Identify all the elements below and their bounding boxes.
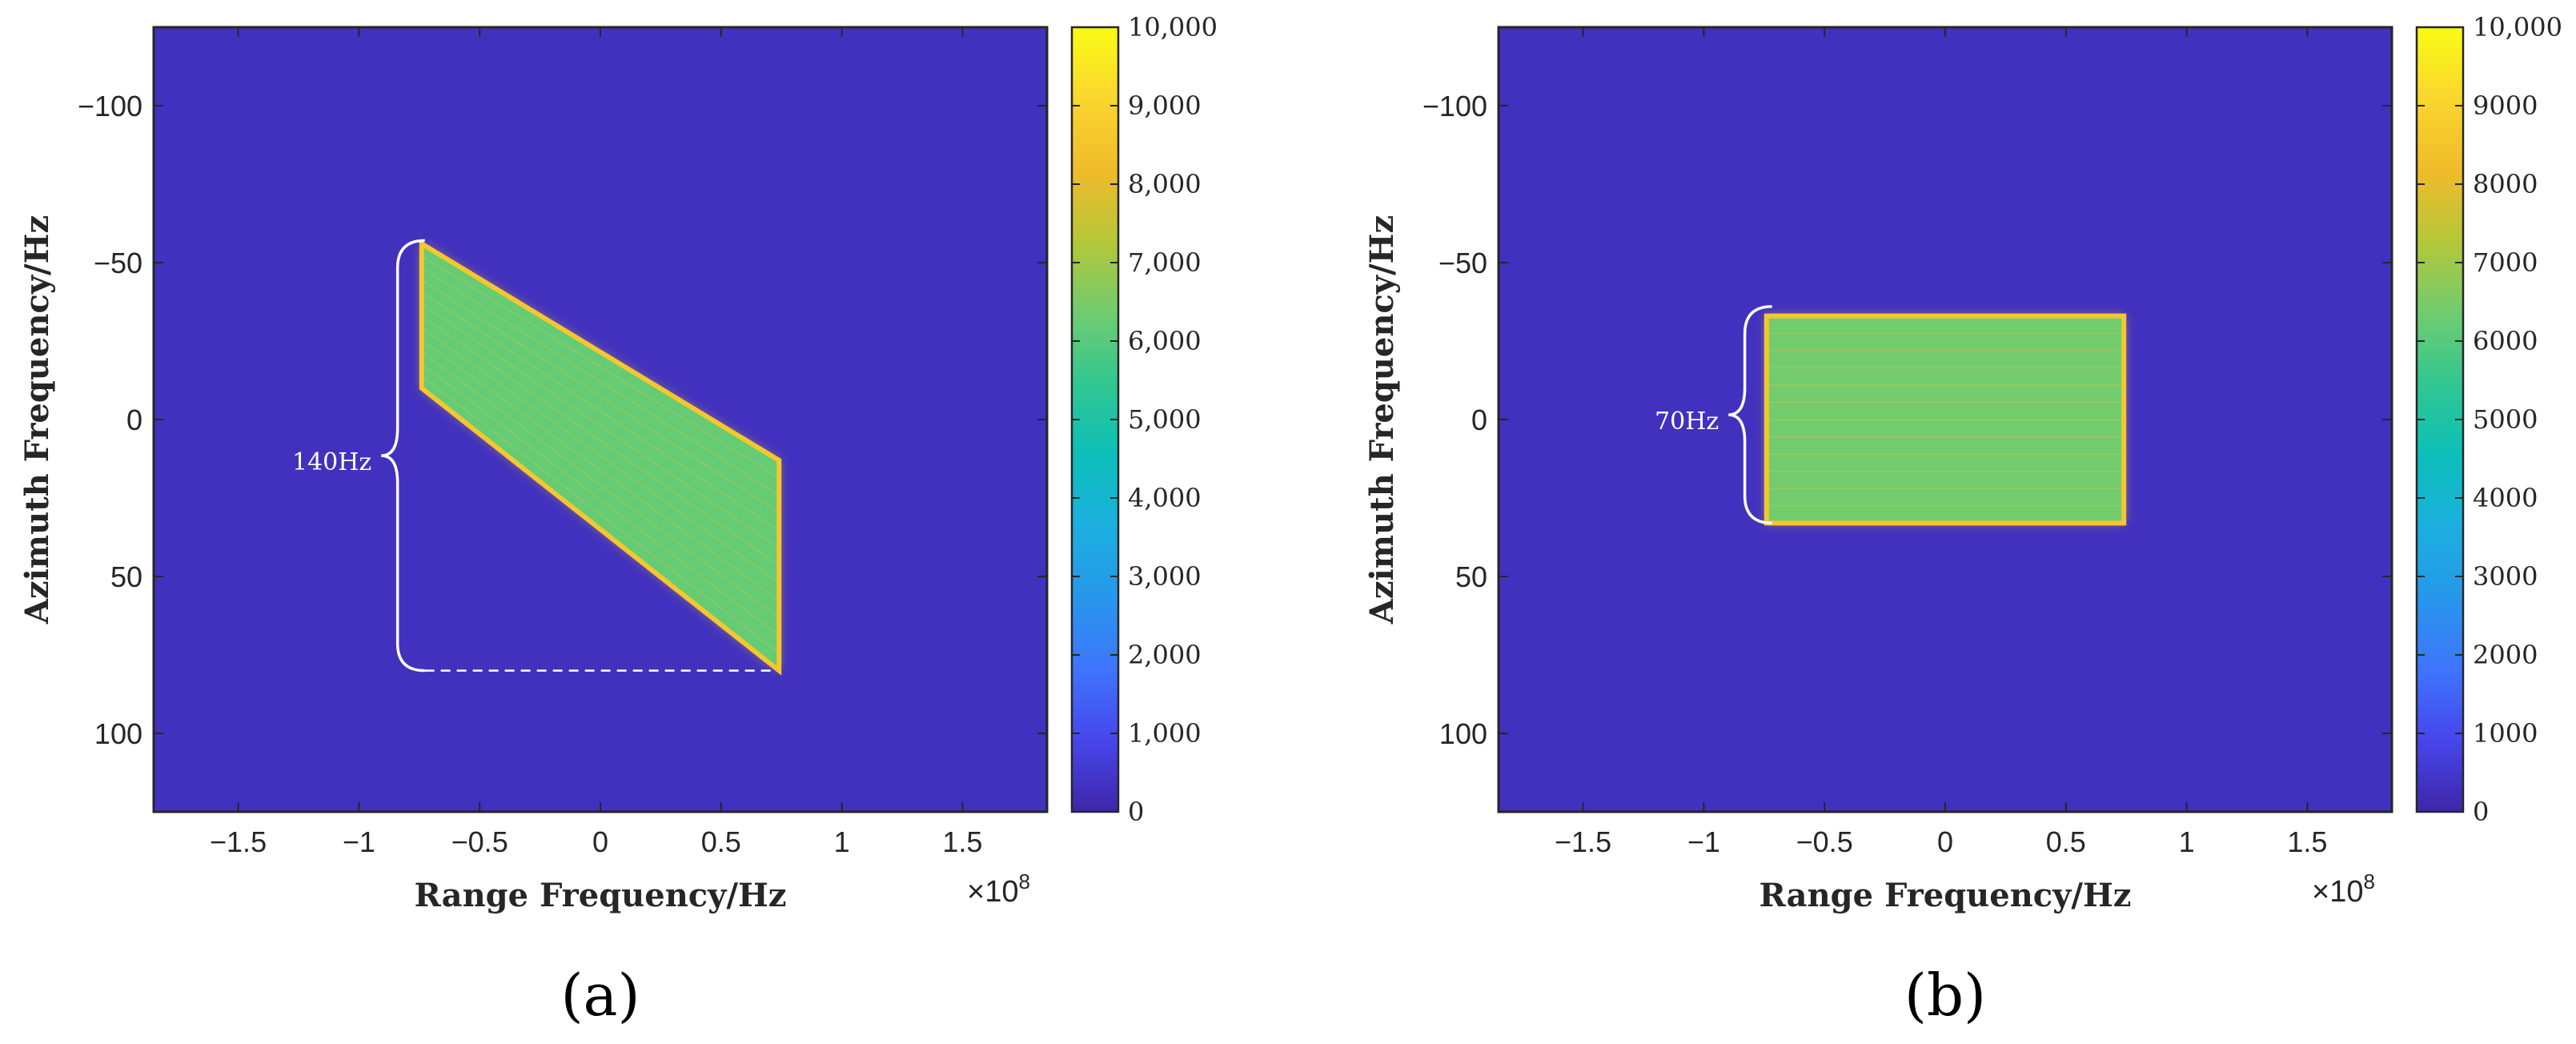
x-tick-label: 1 xyxy=(2179,825,2195,858)
region-striation xyxy=(421,279,780,514)
colorbar-tick-label: 4000 xyxy=(2473,483,2538,513)
region-fill xyxy=(419,239,782,676)
x-tick-label: −1.5 xyxy=(210,825,267,858)
plot-a-x-multiplier-base: ×10 xyxy=(967,875,1018,909)
colorbar-tick-label: 5000 xyxy=(2473,404,2538,435)
colorbar-tick-label: 2000 xyxy=(2473,640,2538,670)
region-striation xyxy=(421,327,780,584)
plot-b-x-axis-label: Range Frequency/Hz xyxy=(1759,877,2131,914)
plot-a-y-axis-label: Azimuth Frequency/Hz xyxy=(18,215,56,624)
colorbar-tick-label: 0 xyxy=(2473,797,2489,827)
x-tick-label: 1.5 xyxy=(942,825,982,858)
colorbar-tick-label: 10,000 xyxy=(2473,12,2562,42)
y-tick-label: 0 xyxy=(126,404,142,436)
plot-b-x-multiplier-exp: 8 xyxy=(2363,869,2374,893)
panel-b-label: (b) xyxy=(1904,962,1986,1029)
colorbar-tick-label: 5,000 xyxy=(1128,404,1202,435)
colorbar-tick-label: 6,000 xyxy=(1128,326,1202,356)
plot-b-annotation-label: 70Hz xyxy=(1655,408,1719,436)
region-striation xyxy=(421,339,780,601)
colorbar-a-ticks: 0 1,000 2,000 3,000 4,000 5,000 6,000 7,000 8,00… xyxy=(1072,12,1218,827)
plot-b-x-multiplier-base: ×10 xyxy=(2312,875,2363,909)
x-tick-label: −0.5 xyxy=(1796,825,1853,858)
x-tick-label: −1 xyxy=(1687,825,1720,858)
colorbar-tick-label: 9000 xyxy=(2473,90,2538,121)
x-tick-label: 0 xyxy=(1937,825,1953,858)
x-tick-label: −0.5 xyxy=(451,825,508,858)
plot-b-x-ticks: −1.5 −1 −0.5 0 0.5 1 1.5 xyxy=(1555,27,2327,858)
colorbar-tick-label: 7,000 xyxy=(1128,247,1202,278)
x-tick-label: 0.5 xyxy=(701,825,741,858)
colorbar-b-ticks: 0 1000 2000 3000 4000 5000 6000 7000 8000 9000 10,… xyxy=(2417,12,2562,827)
colorbar-tick-label: 8,000 xyxy=(1128,169,1202,199)
colorbar-tick-label: 0 xyxy=(1128,797,1144,827)
region-fill xyxy=(1763,313,2127,526)
region-striation xyxy=(421,363,780,636)
plot-b-y-axis-label: Azimuth Frequency/Hz xyxy=(1363,215,1401,624)
y-tick-label: 50 xyxy=(1455,560,1487,593)
x-tick-label: −1.5 xyxy=(1555,825,1611,858)
panel-b: −1.5 −1 −0.5 0 0.5 1 1.5 −100 −50 0 50 100 Range F… xyxy=(1363,12,2562,1029)
plot-a-x-multiplier-exp: 8 xyxy=(1018,869,1029,893)
colorbar-tick-label: 10,000 xyxy=(1128,12,1218,42)
plot-a-x-multiplier: ×108 xyxy=(967,869,1030,909)
region-striation xyxy=(421,267,780,496)
colorbar-tick-label: 7000 xyxy=(2473,247,2538,278)
colorbar-tick-label: 6000 xyxy=(2473,326,2538,356)
x-tick-label: 1.5 xyxy=(2287,825,2327,858)
colorbar-tick-label: 2,000 xyxy=(1128,640,1202,670)
colorbar-tick-label: 1000 xyxy=(2473,718,2538,749)
colorbar-tick-label: 9,000 xyxy=(1128,90,1202,121)
plot-a-x-ticks: −1.5 −1 −0.5 0 0.5 1 1.5 xyxy=(210,27,982,858)
y-tick-label: 100 xyxy=(1439,717,1487,750)
plot-a-y-ticks: −100 −50 0 50 100 xyxy=(78,90,1047,750)
region-striation xyxy=(421,375,780,654)
y-tick-label: −50 xyxy=(94,247,142,279)
plot-a-annotation-label: 140Hz xyxy=(292,448,371,476)
y-tick-label: 50 xyxy=(110,560,142,593)
colorbar-tick-label: 3,000 xyxy=(1128,561,1202,592)
panel-a-label: (a) xyxy=(560,962,640,1029)
colorbar-tick-label: 1,000 xyxy=(1128,718,1202,749)
colorbar-tick-label: 3000 xyxy=(2473,561,2538,592)
region-striation xyxy=(421,255,780,479)
y-tick-label: −50 xyxy=(1438,247,1487,279)
y-tick-label: 100 xyxy=(94,717,142,750)
region-striation xyxy=(421,351,780,619)
y-tick-label: 0 xyxy=(1471,404,1487,436)
plot-a-brace xyxy=(381,239,425,673)
plot-b-x-multiplier: ×108 xyxy=(2312,869,2375,909)
colorbar-tick-label: 8000 xyxy=(2473,169,2538,199)
colorbar-tick-label: 4,000 xyxy=(1128,483,1202,513)
plot-a-region xyxy=(419,239,782,676)
y-tick-label: −100 xyxy=(78,90,142,122)
plot-a-brace-annotation: 140Hz xyxy=(292,239,775,673)
region-striation xyxy=(421,291,780,532)
plot-a-x-axis-label: Range Frequency/Hz xyxy=(414,877,786,914)
x-tick-label: 1 xyxy=(834,825,850,858)
x-tick-label: 0.5 xyxy=(2046,825,2086,858)
panel-a: −1.5 −1 −0.5 0 0.5 1 1.5 −100 −50 0 50 100 Range F… xyxy=(18,12,1218,1029)
y-tick-label: −100 xyxy=(1422,90,1487,122)
plot-b-region xyxy=(1763,313,2127,526)
plot-b-y-ticks: −100 −50 0 50 100 xyxy=(1422,90,2392,750)
x-tick-label: −1 xyxy=(343,825,375,858)
region-striation xyxy=(421,315,780,566)
x-tick-label: 0 xyxy=(592,825,608,858)
region-striation xyxy=(421,303,780,548)
